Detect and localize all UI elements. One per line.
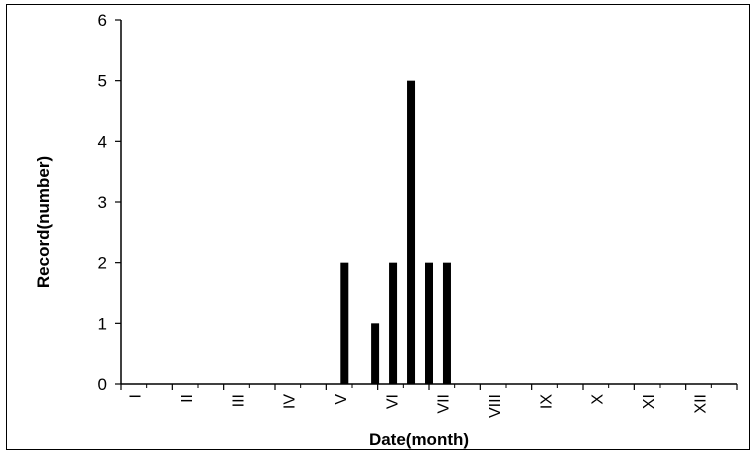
y-tick-label: 2 [98, 254, 107, 273]
bar [425, 262, 433, 384]
bars-layer [340, 80, 451, 385]
y-tick-label: 3 [98, 193, 107, 212]
x-tick-label: IX [538, 394, 555, 409]
y-axis-label: Record(number) [34, 156, 53, 288]
x-tick-label: VI [384, 394, 401, 409]
x-tick-label: X [590, 394, 607, 405]
bar [407, 80, 416, 385]
y-tick-label: 1 [98, 314, 107, 333]
x-tick-label: V [333, 394, 350, 405]
bar [442, 262, 451, 384]
x-axis-label: Date(month) [369, 430, 469, 449]
y-tick-label: 6 [98, 11, 107, 30]
bar [340, 262, 349, 384]
bar [371, 323, 380, 384]
x-tick-label: XI [641, 394, 658, 409]
x-tick-label: III [230, 394, 247, 407]
x-tick-label: VII [436, 394, 453, 414]
x-ticks: I II III IV V VI VII VIII IX X XI XII [120, 384, 738, 418]
x-tick-label: I [128, 394, 145, 398]
x-tick-label: XII [692, 394, 709, 414]
x-tick-label: II [179, 394, 196, 403]
x-tick-label: VIII [487, 394, 504, 418]
y-tick-label: 5 [98, 72, 107, 91]
y-tick-label: 0 [98, 375, 107, 394]
y-tick-label: 4 [98, 132, 107, 151]
y-ticks: 0 1 2 3 4 5 6 [98, 11, 121, 394]
x-tick-label: IV [282, 394, 299, 409]
bar [389, 262, 398, 384]
